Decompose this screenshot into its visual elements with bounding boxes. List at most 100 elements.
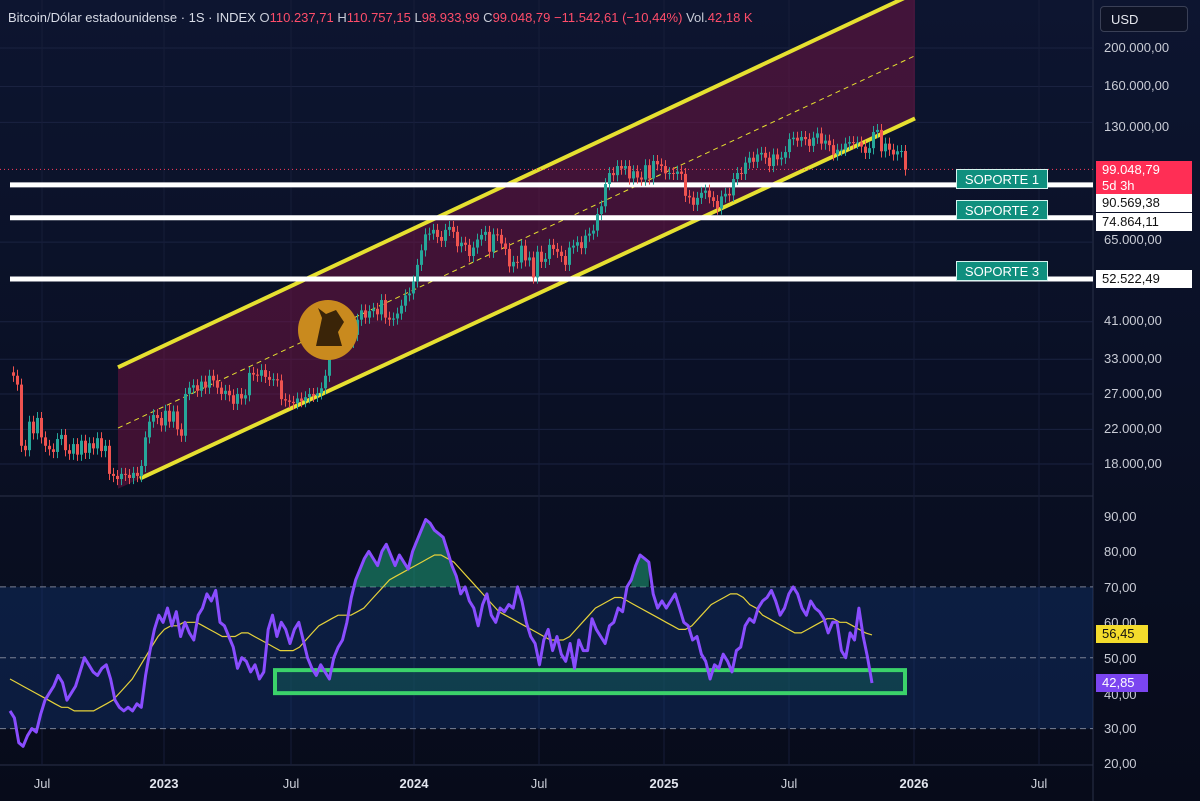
candle-body: [260, 370, 263, 376]
price-tick: 130.000,00: [1104, 119, 1170, 134]
candle-body: [216, 380, 219, 388]
candle-body: [612, 173, 615, 176]
candle-body: [504, 243, 507, 249]
candle-body: [80, 440, 83, 455]
candle-body: [124, 473, 127, 475]
candle-body: [648, 165, 651, 179]
candle-body: [132, 472, 135, 478]
candle-body: [800, 136, 803, 141]
candle-body: [692, 197, 695, 205]
candle-body: [760, 152, 763, 155]
candle-body: [40, 417, 43, 438]
time-tick: 2026: [899, 776, 929, 791]
currency-button[interactable]: USD: [1100, 6, 1188, 32]
candle-body: [212, 375, 215, 381]
candle-body: [616, 166, 619, 176]
candle-body: [372, 308, 375, 312]
candle-body: [884, 143, 887, 152]
candle-body: [244, 395, 247, 399]
candle-body: [328, 351, 331, 376]
candle-body: [288, 400, 291, 402]
candle-body: [416, 264, 419, 282]
rsi-overbought-fill: [355, 519, 457, 587]
rsi-support-box: [273, 668, 907, 696]
candle-body: [552, 244, 555, 249]
candle-body: [492, 234, 495, 252]
candle-body: [852, 142, 855, 144]
candle-body: [668, 173, 671, 175]
candle-body: [516, 261, 519, 263]
candle-body: [168, 410, 171, 422]
candle-body: [804, 136, 807, 140]
time-tick: 2024: [399, 776, 429, 791]
candle-body: [748, 157, 751, 163]
candle-body: [360, 310, 363, 320]
candle-body: [812, 137, 815, 146]
candle-body: [320, 388, 323, 394]
candle-body: [224, 390, 227, 394]
candle-body: [24, 445, 27, 451]
price-tick: 33.000,00: [1104, 351, 1162, 366]
rsi-overbought-fill: [631, 554, 649, 587]
candle-body: [96, 438, 99, 449]
support3-price-tag: 52.522,49: [1096, 270, 1192, 288]
candle-body: [816, 133, 819, 138]
rsi-tick: 50,00: [1104, 651, 1137, 666]
candle-body: [64, 434, 67, 451]
candle-body: [732, 178, 735, 196]
support-label-1[interactable]: SOPORTE 1: [956, 169, 1048, 189]
candle-body: [484, 231, 487, 235]
candle-body: [100, 438, 103, 452]
candle-body: [696, 197, 699, 205]
candle-body: [780, 157, 783, 160]
candle-body: [848, 142, 851, 144]
rsi-tick: 80,00: [1104, 544, 1137, 559]
channel-lower-line: [139, 116, 916, 481]
candle-body: [192, 385, 195, 388]
candle-body: [220, 387, 223, 394]
rsi-tag: 42,85: [1096, 674, 1148, 692]
candle-body: [68, 450, 71, 454]
candle-body: [144, 437, 147, 466]
candle-body: [32, 421, 35, 434]
candle-body: [820, 133, 823, 144]
candle-body: [880, 129, 883, 152]
candle-body: [396, 313, 399, 319]
last-price-tag: 99.048,79: [1096, 161, 1192, 179]
candle-body: [108, 445, 111, 474]
candle-body: [572, 245, 575, 248]
support-label-3[interactable]: SOPORTE 3: [956, 261, 1048, 281]
time-tick: 2023: [149, 776, 179, 791]
support-label-2[interactable]: SOPORTE 2: [956, 200, 1048, 220]
candle-body: [888, 143, 891, 150]
candle-body: [276, 379, 279, 381]
candle-body: [28, 421, 31, 451]
candle-body: [420, 250, 423, 265]
candle-body: [872, 131, 875, 149]
candle-body: [652, 160, 655, 179]
candle-body: [544, 258, 547, 262]
candle-body: [408, 293, 411, 296]
candle-body: [508, 248, 511, 267]
candle-body: [540, 251, 543, 262]
candle-body: [700, 192, 703, 198]
candle-body: [704, 190, 707, 193]
candle-body: [164, 410, 167, 426]
candle-body: [644, 165, 647, 180]
rsi-tick: 20,00: [1104, 756, 1137, 771]
close-value: 99.048,79: [492, 10, 551, 25]
candle-body: [44, 437, 47, 446]
candle-body: [844, 143, 847, 150]
candle-body: [604, 184, 607, 207]
candle-body: [632, 171, 635, 179]
candle-body: [292, 401, 295, 404]
candle-body: [684, 173, 687, 196]
candle-body: [500, 234, 503, 244]
candle-body: [560, 251, 563, 256]
candle-body: [688, 195, 691, 198]
candle-body: [160, 417, 163, 426]
candle-body: [576, 242, 579, 246]
candle-body: [316, 393, 319, 396]
candle-body: [152, 415, 155, 422]
